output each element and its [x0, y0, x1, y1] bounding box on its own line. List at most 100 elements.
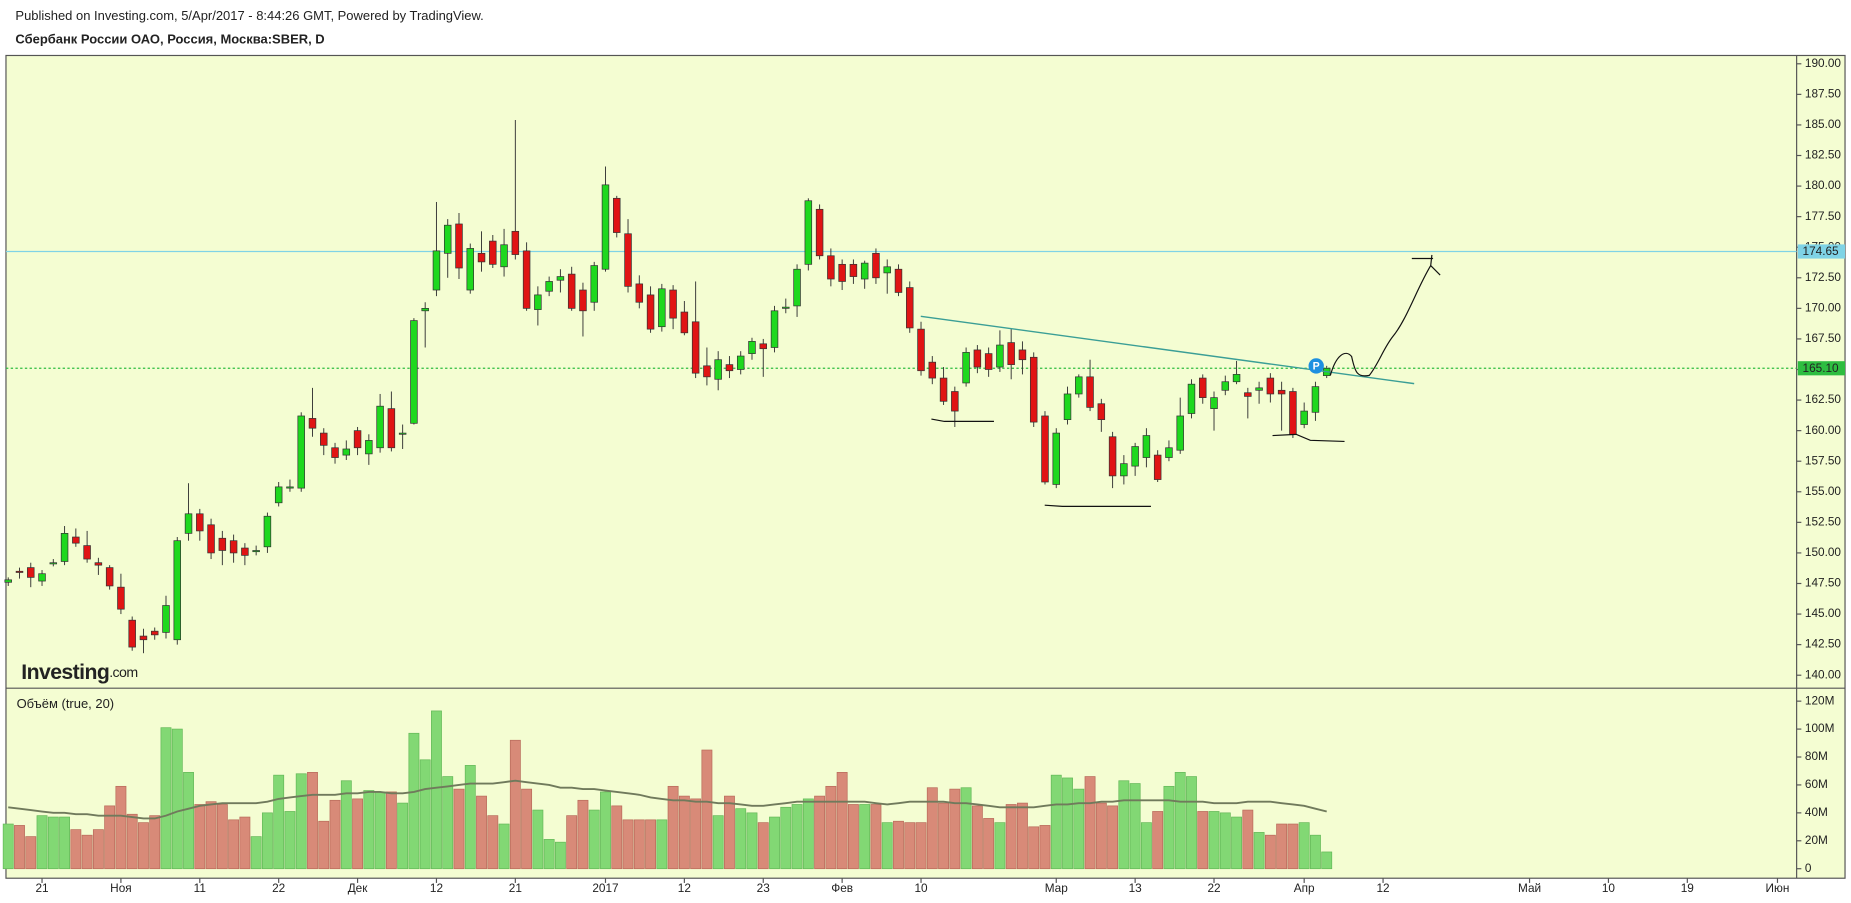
volume-bar: [329, 799, 341, 870]
candle-body: [1176, 415, 1184, 451]
volume-bar: [622, 819, 634, 870]
candle-body: [894, 268, 903, 293]
candle-body: [1063, 393, 1072, 420]
volume-bar: [1163, 785, 1175, 870]
volume-bar: [645, 819, 656, 870]
candle-body: [432, 250, 441, 291]
chart-background: [5, 55, 1846, 879]
y-tick-label: 167.50: [1805, 331, 1842, 345]
volume-bar: [453, 788, 465, 870]
volume-bar: [904, 822, 916, 870]
volume-bar: [724, 795, 735, 870]
candle-body: [883, 266, 891, 274]
candle-body: [906, 287, 914, 329]
volume-bar: [509, 739, 521, 870]
volume-bar: [1084, 776, 1096, 870]
volume-bar: [171, 728, 183, 870]
price-label-box: [1797, 244, 1846, 259]
volume-tick-label: 120M: [1805, 693, 1835, 707]
price-label-box: [1797, 361, 1846, 376]
volume-bar: [115, 785, 127, 870]
volume-bar: [1231, 816, 1242, 870]
volume-bar: [149, 815, 161, 870]
x-tick-label: Мар: [1045, 881, 1069, 895]
candle-body: [173, 540, 181, 641]
candle-body: [477, 252, 486, 263]
volume-bar: [678, 795, 690, 870]
volume-tick-label: 60M: [1805, 777, 1828, 791]
volume-tick-label: 20M: [1805, 833, 1828, 847]
candle-body: [162, 605, 170, 633]
volume-bar: [938, 802, 949, 870]
candle-body: [308, 418, 317, 429]
volume-bar: [385, 791, 397, 870]
volume-bar: [667, 785, 679, 870]
y-tick-label: 185.00: [1805, 117, 1842, 131]
y-tick-label: 160.00: [1805, 423, 1842, 437]
candle-body: [4, 579, 12, 583]
candle-body: [410, 320, 418, 424]
candle-body: [466, 248, 474, 291]
x-tick-label: 10: [1602, 881, 1616, 895]
volume-bar: [1174, 772, 1186, 870]
volume-bar: [1129, 783, 1141, 870]
candle-body: [1289, 391, 1297, 435]
candle-body: [229, 540, 238, 554]
candle-body: [1311, 386, 1320, 413]
candle-body: [703, 365, 711, 378]
candle-body: [601, 184, 610, 270]
volume-bar: [757, 822, 769, 870]
volume-bar: [250, 836, 262, 870]
volume-bar: [431, 710, 442, 870]
candle-body: [872, 252, 880, 279]
x-tick-label: Фев: [831, 881, 853, 895]
volume-ma: [8, 779, 1327, 820]
candle-body: [646, 294, 655, 330]
candle-body: [1075, 376, 1083, 395]
candle-body: [72, 536, 80, 544]
volume-bar: [588, 809, 600, 870]
volume-bar: [983, 818, 995, 870]
x-tick-label: 22: [272, 881, 285, 895]
volume-bar: [104, 805, 116, 870]
volume-bar: [59, 816, 70, 870]
volume-bar: [261, 812, 273, 870]
published-note: Published on Investing.com, 5/Apr/2017 -…: [15, 8, 483, 23]
volume-bar: [780, 806, 792, 870]
volume-bar: [1186, 776, 1197, 870]
volume-bar: [205, 801, 217, 870]
candle-body: [590, 265, 598, 303]
candle-body: [1187, 383, 1196, 414]
candle-body: [680, 311, 689, 334]
y-tick-label: 157.50: [1805, 453, 1842, 467]
volume-bar: [307, 772, 318, 870]
y-tick-label: 152.50: [1805, 514, 1842, 528]
volume-bar: [408, 732, 420, 870]
y-tick-label: 177.50: [1805, 209, 1842, 223]
volume-bar: [1039, 825, 1051, 870]
candle-body: [545, 281, 553, 292]
volume-bar: [1107, 805, 1119, 870]
watermark-suffix: .com: [109, 665, 137, 681]
candle-body: [150, 630, 159, 636]
candle-body: [759, 343, 767, 350]
volume-bar: [881, 822, 893, 870]
x-tick-label: Май: [1518, 881, 1541, 895]
candle-body: [1086, 376, 1094, 408]
volume-bar: [915, 822, 927, 870]
volume-bar: [92, 829, 104, 870]
candle-body: [1199, 377, 1207, 398]
candle-body: [782, 306, 790, 309]
support-line: [1272, 433, 1345, 443]
volume-bar: [183, 772, 194, 870]
volume-bar: [926, 787, 938, 870]
x-tick-label: 21: [35, 881, 48, 895]
x-tick-label: Ноя: [110, 881, 131, 895]
volume-bar: [600, 791, 611, 870]
trend-line: [920, 315, 1415, 385]
candle-body: [669, 289, 677, 319]
volume-bar: [532, 809, 544, 870]
volume-bar: [216, 804, 228, 870]
volume-bar: [1095, 802, 1107, 870]
chart-title: Сбербанк России ОАО, Россия, Москва:SBER…: [15, 32, 324, 47]
